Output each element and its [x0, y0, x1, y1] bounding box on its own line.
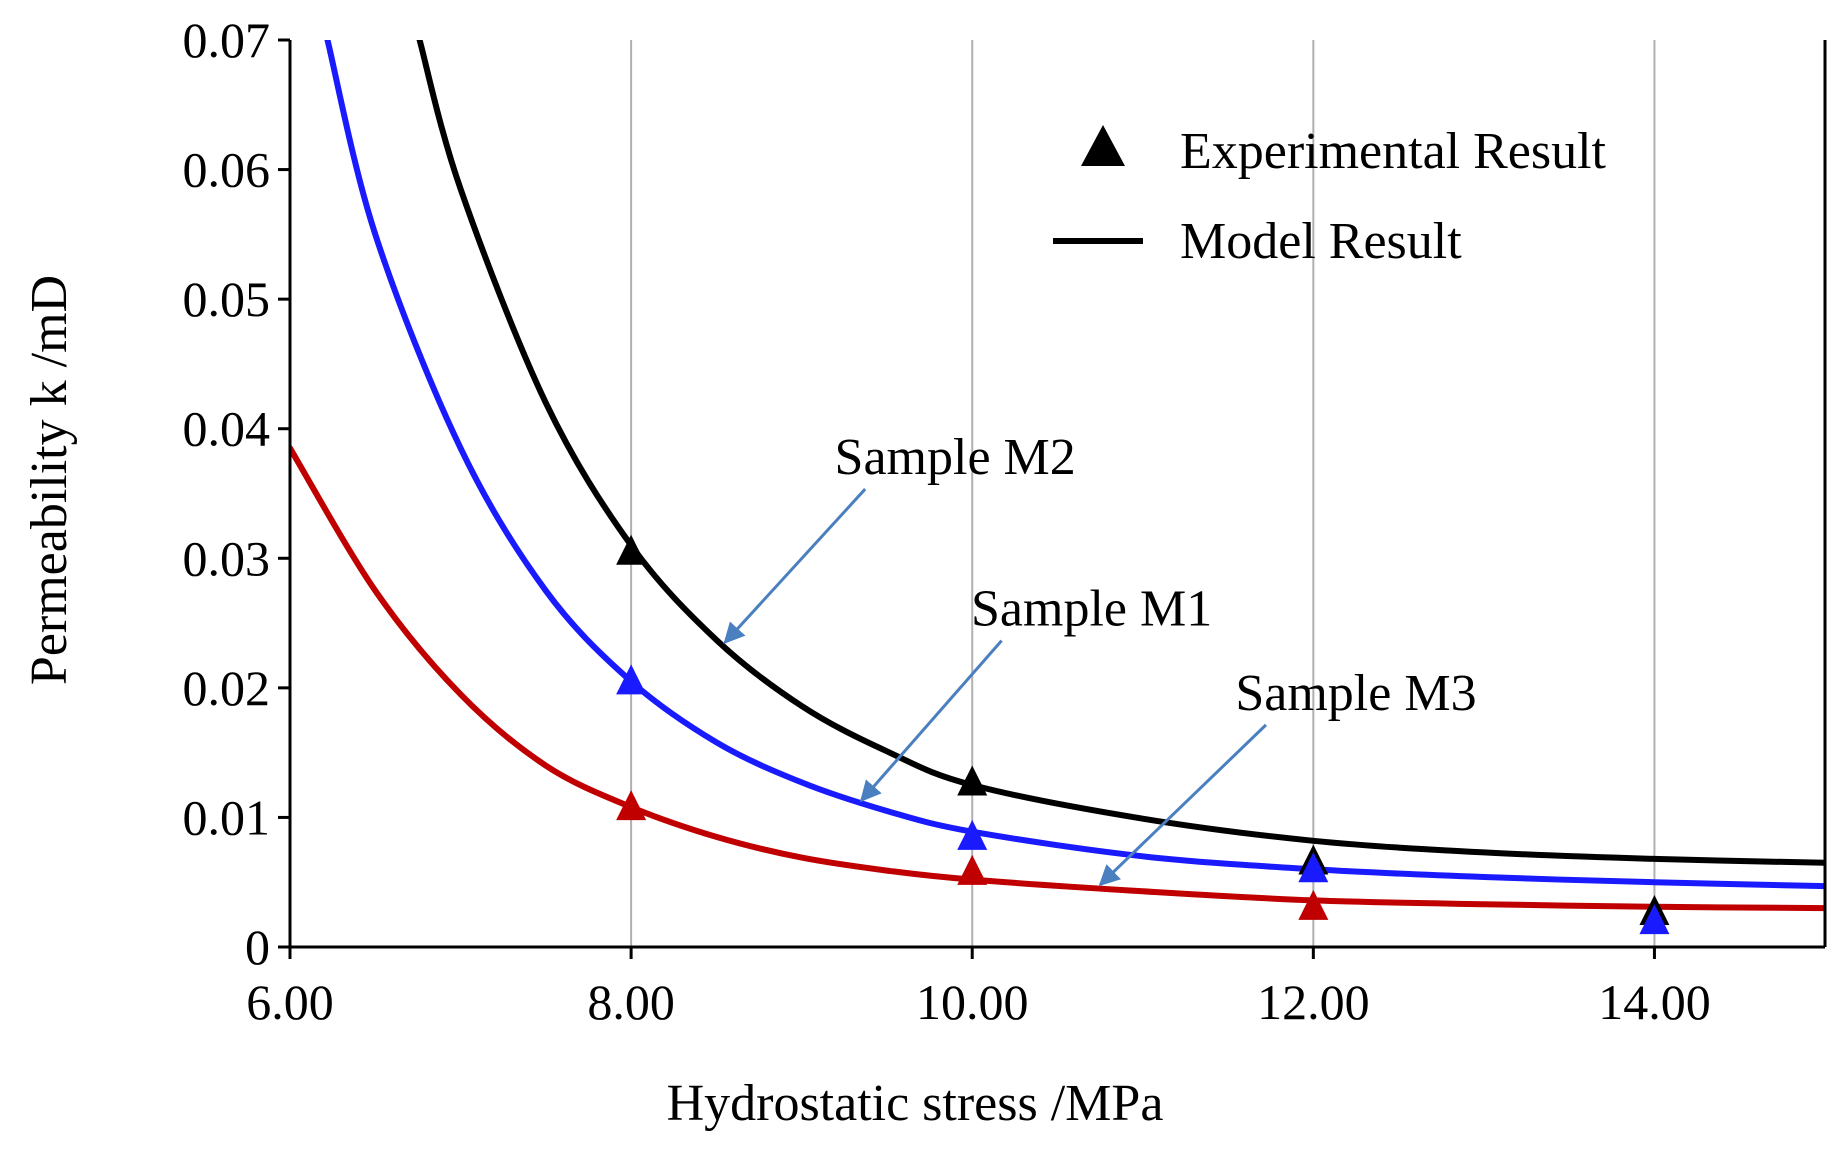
- axes: [288, 40, 1827, 949]
- legend-triangle-marker: [1081, 125, 1125, 166]
- sample-annotations: Sample M2 Sample M1 Sample M3: [723, 429, 1477, 887]
- y-tick-label-3: 0.03: [183, 530, 271, 586]
- y-tick-label-5: 0.05: [183, 271, 271, 327]
- legend-label-model: Model Result: [1180, 213, 1462, 270]
- experimental-point-sample-m2-1: [957, 765, 988, 796]
- y-tick-label-4: 0.04: [183, 401, 271, 457]
- experimental-point-sample-m3-2: [1298, 889, 1329, 920]
- experimental-point-sample-m1-3: [1639, 904, 1670, 935]
- model-curve-sample-m3: [290, 445, 1825, 912]
- model-curve-sample-m1: [324, 40, 1825, 890]
- annotation-label-sample-m1: Sample M1: [971, 581, 1212, 638]
- y-tick-label-1: 0.01: [183, 789, 271, 845]
- experimental-point-sample-m3-0: [616, 790, 647, 821]
- y-tick-label-7: 0.07: [183, 12, 271, 68]
- y-tick-label-0: 0: [245, 919, 270, 975]
- experimental-points: [616, 534, 1670, 935]
- x-tick-label-3: 12.00: [1257, 974, 1370, 1030]
- x-tick-label-1: 8.00: [587, 974, 675, 1030]
- y-tick-label-6: 0.06: [183, 142, 271, 198]
- annotation-label-sample-m3: Sample M3: [1235, 665, 1476, 722]
- experimental-point-sample-m1-2: [1298, 852, 1329, 883]
- x-tick-label-0: 6.00: [246, 974, 334, 1030]
- experimental-point-sample-m2-0: [616, 534, 647, 565]
- annotation-arrow-sample-m1: [859, 639, 1003, 803]
- experimental-point-sample-m1-0: [616, 664, 647, 695]
- experimental-point-sample-m3-1: [957, 854, 988, 885]
- annotation-label-sample-m2: Sample M2: [835, 429, 1076, 486]
- y-tick-label-2: 0.02: [183, 660, 271, 716]
- annotation-arrow-sample-m3: [1098, 723, 1268, 887]
- experimental-point-sample-m1-1: [957, 819, 988, 850]
- x-axis-title: Hydrostatic stress /MPa: [667, 1075, 1164, 1132]
- annotation-arrow-sample-m2: [723, 488, 867, 645]
- legend: Experimental Result Model Result: [1053, 123, 1607, 270]
- axis-ticks: 6.00 8.00 10.00 12.00 14.00 0 0.01 0.02 0.03 0.04…: [183, 12, 1711, 1030]
- legend-label-experimental: Experimental Result: [1180, 123, 1607, 180]
- x-tick-label-4: 14.00: [1598, 974, 1711, 1030]
- y-axis-title: Permeability k /mD: [21, 275, 78, 685]
- x-tick-label-2: 10.00: [916, 974, 1029, 1030]
